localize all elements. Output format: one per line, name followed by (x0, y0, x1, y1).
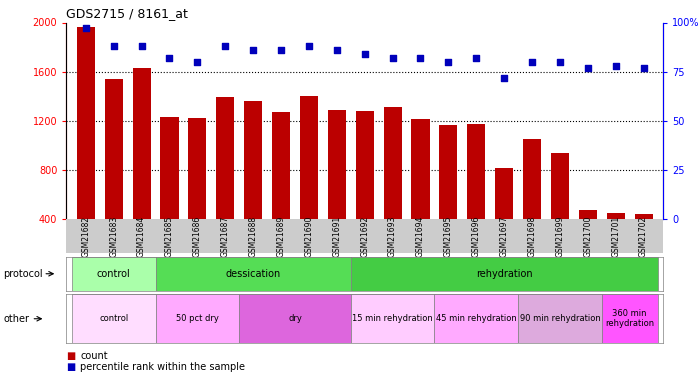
Point (554, 59, 565, 65)
Bar (579, 210, 597, 268)
Point (359, 51, 370, 57)
Text: rehydration: rehydration (476, 269, 533, 279)
Bar (411, 119, 429, 268)
Text: GSM21693: GSM21693 (388, 216, 397, 257)
Text: GSM21692: GSM21692 (360, 216, 369, 257)
Bar (634, 214, 653, 268)
Point (192, 59, 203, 65)
Point (387, 55, 398, 61)
Bar (351, 294, 434, 343)
Bar (351, 257, 658, 291)
Bar (602, 294, 658, 343)
Point (582, 65, 593, 71)
Text: control: control (97, 269, 131, 279)
Text: GSM21685: GSM21685 (165, 216, 174, 257)
Bar (551, 153, 569, 268)
Point (638, 65, 649, 71)
Point (332, 47, 343, 53)
Bar (328, 110, 346, 268)
Text: GSM21698: GSM21698 (528, 216, 537, 257)
Text: GSM21701: GSM21701 (611, 216, 621, 257)
Text: 45 min rehydration: 45 min rehydration (436, 314, 517, 323)
Text: GSM21696: GSM21696 (472, 216, 481, 257)
Text: 90 min rehydration: 90 min rehydration (519, 314, 600, 323)
Bar (356, 111, 373, 268)
Bar (383, 107, 401, 268)
Text: other: other (3, 314, 29, 324)
Point (415, 55, 426, 61)
Bar (161, 117, 179, 268)
Bar (72, 257, 156, 291)
Text: GSM21694: GSM21694 (416, 216, 425, 257)
Point (220, 43, 231, 49)
Bar (133, 68, 151, 268)
Bar (607, 213, 625, 268)
Text: 50 pct dry: 50 pct dry (176, 314, 218, 323)
Point (80, 26, 91, 32)
Text: GSM21697: GSM21697 (500, 216, 509, 257)
Bar (518, 294, 602, 343)
Text: GSM21686: GSM21686 (193, 216, 202, 257)
Text: GSM21683: GSM21683 (109, 216, 118, 257)
Text: ■: ■ (66, 351, 75, 361)
Point (164, 55, 175, 61)
Bar (156, 257, 351, 291)
Text: GSM21702: GSM21702 (639, 216, 648, 257)
Text: GSM21687: GSM21687 (221, 216, 230, 257)
Bar (216, 97, 235, 268)
Text: GSM21700: GSM21700 (584, 216, 593, 257)
Text: dessication: dessication (225, 269, 281, 279)
Text: GSM21699: GSM21699 (556, 216, 565, 257)
Text: protocol: protocol (3, 269, 43, 279)
Text: ■: ■ (66, 362, 75, 372)
Text: GSM21690: GSM21690 (304, 216, 313, 257)
Bar (156, 294, 239, 343)
Text: GDS2715 / 8161_at: GDS2715 / 8161_at (66, 7, 188, 20)
Bar (244, 101, 262, 268)
Bar (434, 294, 518, 343)
Text: GSM21684: GSM21684 (137, 216, 146, 257)
Bar (300, 96, 318, 268)
Bar (439, 125, 457, 268)
Bar (467, 124, 485, 268)
Bar (105, 79, 123, 268)
Text: percentile rank within the sample: percentile rank within the sample (80, 362, 245, 372)
Text: GSM21695: GSM21695 (444, 216, 453, 257)
Bar (77, 27, 95, 268)
Text: 360 min
rehydration: 360 min rehydration (605, 309, 654, 328)
Point (136, 43, 147, 49)
Point (498, 75, 510, 81)
Point (304, 43, 315, 49)
Point (248, 47, 259, 53)
Text: dry: dry (288, 314, 302, 323)
Bar (272, 112, 290, 268)
Text: count: count (80, 351, 108, 361)
Point (108, 43, 119, 49)
Bar (495, 168, 513, 268)
Bar (188, 118, 207, 268)
Text: 15 min rehydration: 15 min rehydration (352, 314, 433, 323)
Bar (523, 139, 541, 268)
Point (443, 59, 454, 65)
Text: GSM21689: GSM21689 (276, 216, 285, 257)
Point (470, 55, 482, 61)
Point (610, 63, 621, 69)
Text: GSM21688: GSM21688 (248, 216, 258, 257)
Text: GSM21691: GSM21691 (332, 216, 341, 257)
Bar (72, 294, 156, 343)
Text: GSM21682: GSM21682 (82, 216, 90, 257)
Text: control: control (99, 314, 128, 323)
Bar (239, 294, 351, 343)
Point (526, 59, 537, 65)
Point (276, 47, 287, 53)
